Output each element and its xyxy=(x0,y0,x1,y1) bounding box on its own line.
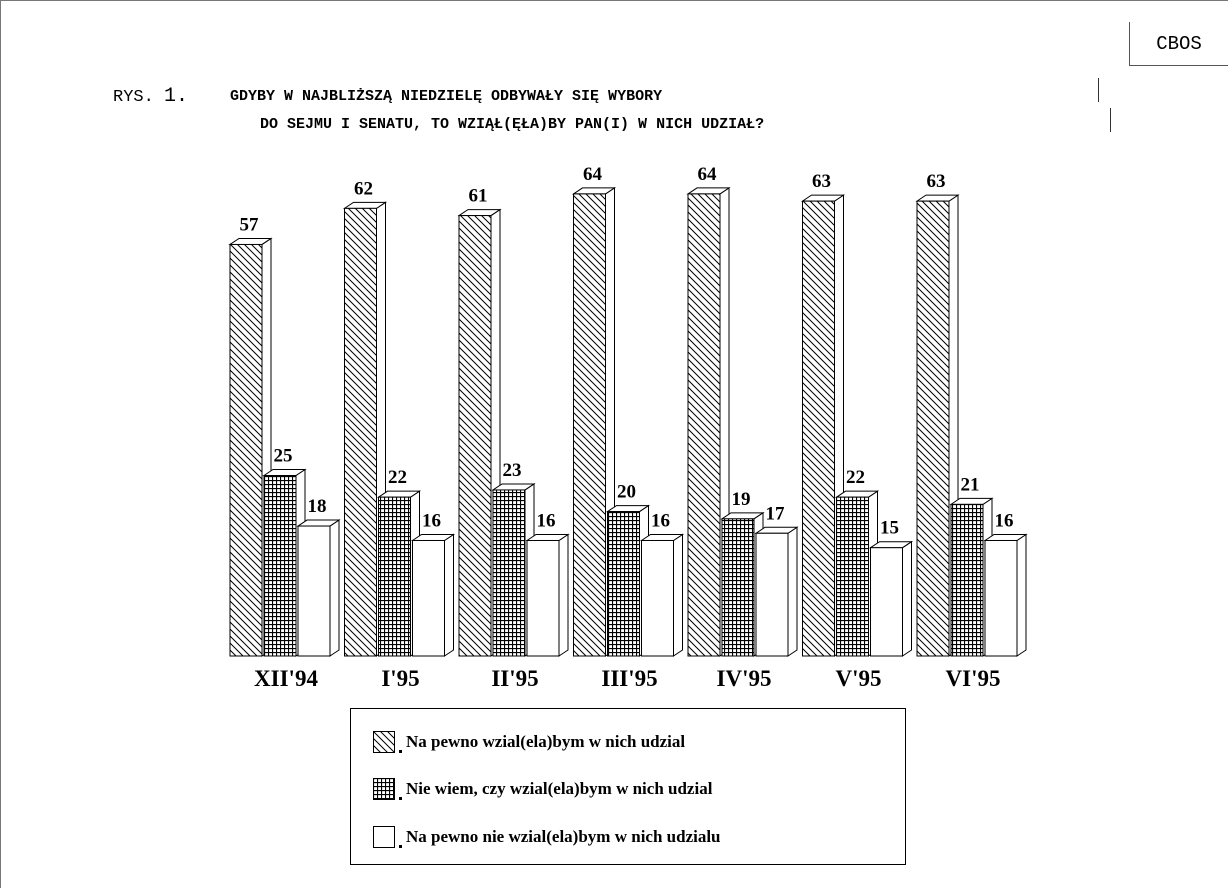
figure-number: 1. xyxy=(164,85,189,108)
legend-dot xyxy=(399,797,402,800)
figure-label: RYS. 1. xyxy=(113,85,188,108)
data-label: 22 xyxy=(846,467,865,488)
data-label: 16 xyxy=(422,510,441,531)
data-label: 18 xyxy=(308,496,327,517)
category-label: I'95 xyxy=(381,666,419,691)
chart-title-line1: GDYBY W NAJBLIŻSZĄ NIEDZIELĘ ODBYWAŁY SI… xyxy=(230,88,663,105)
bar-white xyxy=(296,519,341,657)
legend-item-definitely-yes: Na pewno wzial(ela)bym w nich udzial xyxy=(373,729,685,755)
legend-item-dont-know: Nie wiem, czy wzial(ela)bym w nich udzia… xyxy=(373,776,712,802)
bar-hatch xyxy=(686,186,731,657)
legend-dot xyxy=(399,845,402,848)
legend-dot xyxy=(399,750,402,753)
margin-tick xyxy=(1110,108,1111,132)
bar-hatch xyxy=(800,194,846,657)
data-label: 25 xyxy=(274,446,293,467)
bar-white xyxy=(410,533,456,657)
data-label: 16 xyxy=(651,510,670,531)
data-label: 63 xyxy=(812,171,831,192)
category-label: XII'94 xyxy=(254,666,318,691)
data-label: 22 xyxy=(388,467,407,488)
category-label: V'95 xyxy=(836,666,882,691)
data-label: 20 xyxy=(617,482,636,503)
bar-white xyxy=(983,533,1028,657)
bar-white xyxy=(639,533,685,657)
data-label: 64 xyxy=(583,164,603,185)
legend-label: Na pewno wzial(ela)bym w nich udzial xyxy=(406,732,686,751)
bar-hatch xyxy=(571,186,617,657)
data-label: 23 xyxy=(503,460,522,481)
bar-white xyxy=(754,526,799,657)
data-label: 15 xyxy=(880,518,899,539)
data-label: 16 xyxy=(995,510,1014,531)
category-label: IV'95 xyxy=(717,666,772,691)
data-label: 61 xyxy=(469,186,488,207)
legend-item-definitely-no: Na pewno nie wzial(ela)bym w nich udzial… xyxy=(373,824,721,850)
legend-label: Na pewno nie wzial(ela)bym w nich udzial… xyxy=(406,827,721,846)
bar-chart: 57 25 18 62 22 16 61 23 16 64 20 16 64 19 17 63 22 15 63 21… xyxy=(228,164,1028,691)
category-label: II'95 xyxy=(491,666,538,691)
legend-label: Nie wiem, czy wzial(ela)bym w nich udzia… xyxy=(406,779,713,798)
source-box: CBOS xyxy=(1129,22,1228,66)
category-label: VI'95 xyxy=(946,666,1001,691)
legend-swatch-hatch xyxy=(373,731,395,753)
legend: Na pewno wzial(ela)bym w nich udzial Nie… xyxy=(350,708,906,865)
data-label: 64 xyxy=(698,164,718,185)
bar-white xyxy=(525,533,570,657)
data-label: 17 xyxy=(766,503,786,524)
legend-swatch-crosshatch xyxy=(373,778,395,800)
data-label: 16 xyxy=(537,510,556,531)
data-label: 19 xyxy=(732,489,751,510)
chart-title-line2: DO SEJMU I SENATU, TO WZIĄŁ(ĘŁA)BY PAN(I… xyxy=(260,116,765,133)
data-label: 63 xyxy=(927,171,946,192)
legend-swatch-white xyxy=(373,826,395,848)
margin-tick xyxy=(1098,78,1099,102)
bar-white xyxy=(868,540,914,657)
data-label: 21 xyxy=(961,474,980,495)
data-label: 57 xyxy=(240,214,260,235)
data-label: 62 xyxy=(354,178,373,199)
category-label: III'95 xyxy=(601,666,657,691)
figure-prefix: RYS. xyxy=(113,88,154,107)
